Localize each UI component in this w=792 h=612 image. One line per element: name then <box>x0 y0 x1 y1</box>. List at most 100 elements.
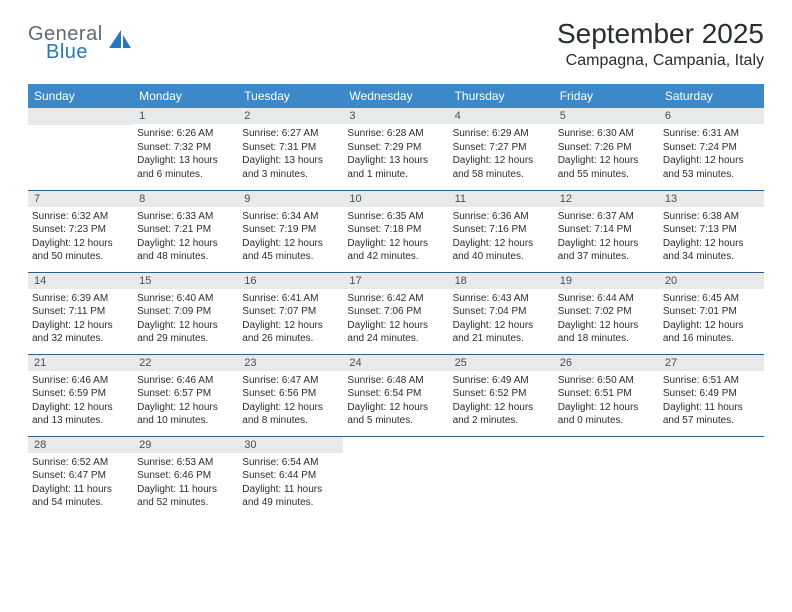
day-header-row: Sunday Monday Tuesday Wednesday Thursday… <box>28 84 764 108</box>
sunrise-text: Sunrise: 6:30 AM <box>558 127 655 141</box>
calendar-day-cell: 6Sunrise: 6:31 AMSunset: 7:24 PMDaylight… <box>659 108 764 190</box>
sunset-text: Sunset: 7:01 PM <box>663 305 760 319</box>
daylight-text: and 0 minutes. <box>558 414 655 428</box>
sunset-text: Sunset: 7:02 PM <box>558 305 655 319</box>
day-number-band: 30 <box>238 437 343 453</box>
sunrise-text: Sunrise: 6:29 AM <box>453 127 550 141</box>
calendar-day-cell: 14Sunrise: 6:39 AMSunset: 7:11 PMDayligh… <box>28 272 133 354</box>
daylight-text: and 26 minutes. <box>242 332 339 346</box>
daylight-text: Daylight: 12 hours <box>663 154 760 168</box>
day-number-band: 15 <box>133 273 238 289</box>
daylight-text: Daylight: 12 hours <box>242 401 339 415</box>
daylight-text: and 53 minutes. <box>663 168 760 182</box>
sunset-text: Sunset: 6:56 PM <box>242 387 339 401</box>
sunrise-text: Sunrise: 6:46 AM <box>137 374 234 388</box>
sunrise-text: Sunrise: 6:41 AM <box>242 292 339 306</box>
sunrise-text: Sunrise: 6:35 AM <box>347 210 444 224</box>
daylight-text: Daylight: 12 hours <box>347 237 444 251</box>
sunset-text: Sunset: 7:11 PM <box>32 305 129 319</box>
calendar-day-cell: 11Sunrise: 6:36 AMSunset: 7:16 PMDayligh… <box>449 190 554 272</box>
day-header: Tuesday <box>238 84 343 108</box>
daylight-text: and 3 minutes. <box>242 168 339 182</box>
calendar-day-cell: 17Sunrise: 6:42 AMSunset: 7:06 PMDayligh… <box>343 272 448 354</box>
day-header: Wednesday <box>343 84 448 108</box>
daylight-text: Daylight: 12 hours <box>453 154 550 168</box>
month-title: September 2025 <box>557 18 764 50</box>
sunset-text: Sunset: 6:54 PM <box>347 387 444 401</box>
sunset-text: Sunset: 6:49 PM <box>663 387 760 401</box>
calendar-day-cell <box>343 436 448 516</box>
day-number-band: 20 <box>659 273 764 289</box>
daylight-text: and 57 minutes. <box>663 414 760 428</box>
sunrise-text: Sunrise: 6:44 AM <box>558 292 655 306</box>
calendar-day-cell: 1Sunrise: 6:26 AMSunset: 7:32 PMDaylight… <box>133 108 238 190</box>
daylight-text: Daylight: 11 hours <box>137 483 234 497</box>
sunset-text: Sunset: 7:27 PM <box>453 141 550 155</box>
day-header: Friday <box>554 84 659 108</box>
calendar-page: General Blue September 2025 Campagna, Ca… <box>0 0 792 528</box>
calendar-day-cell: 26Sunrise: 6:50 AMSunset: 6:51 PMDayligh… <box>554 354 659 436</box>
day-number-band: 11 <box>449 191 554 207</box>
daylight-text: and 5 minutes. <box>347 414 444 428</box>
day-number-band: 25 <box>449 355 554 371</box>
daylight-text: and 21 minutes. <box>453 332 550 346</box>
sunrise-text: Sunrise: 6:39 AM <box>32 292 129 306</box>
calendar-day-cell: 4Sunrise: 6:29 AMSunset: 7:27 PMDaylight… <box>449 108 554 190</box>
sunset-text: Sunset: 7:13 PM <box>663 223 760 237</box>
calendar-day-cell: 3Sunrise: 6:28 AMSunset: 7:29 PMDaylight… <box>343 108 448 190</box>
daylight-text: and 34 minutes. <box>663 250 760 264</box>
sunrise-text: Sunrise: 6:51 AM <box>663 374 760 388</box>
daylight-text: and 49 minutes. <box>242 496 339 510</box>
calendar-day-cell: 24Sunrise: 6:48 AMSunset: 6:54 PMDayligh… <box>343 354 448 436</box>
day-number-band: 21 <box>28 355 133 371</box>
daylight-text: Daylight: 11 hours <box>32 483 129 497</box>
calendar-day-cell <box>28 108 133 190</box>
day-number-band: 28 <box>28 437 133 453</box>
calendar-day-cell <box>449 436 554 516</box>
calendar-week-row: 28Sunrise: 6:52 AMSunset: 6:47 PMDayligh… <box>28 436 764 516</box>
day-number-band: 14 <box>28 273 133 289</box>
calendar-week-row: 1Sunrise: 6:26 AMSunset: 7:32 PMDaylight… <box>28 108 764 190</box>
daylight-text: and 45 minutes. <box>242 250 339 264</box>
daylight-text: and 8 minutes. <box>242 414 339 428</box>
title-block: September 2025 Campagna, Campania, Italy <box>557 18 764 70</box>
daylight-text: and 10 minutes. <box>137 414 234 428</box>
sunset-text: Sunset: 7:04 PM <box>453 305 550 319</box>
day-number-band: 13 <box>659 191 764 207</box>
daylight-text: Daylight: 11 hours <box>242 483 339 497</box>
sunrise-text: Sunrise: 6:50 AM <box>558 374 655 388</box>
day-number-band: 16 <box>238 273 343 289</box>
calendar-day-cell: 15Sunrise: 6:40 AMSunset: 7:09 PMDayligh… <box>133 272 238 354</box>
daylight-text: Daylight: 13 hours <box>347 154 444 168</box>
sunset-text: Sunset: 7:24 PM <box>663 141 760 155</box>
daylight-text: and 29 minutes. <box>137 332 234 346</box>
daylight-text: and 52 minutes. <box>137 496 234 510</box>
calendar-day-cell: 29Sunrise: 6:53 AMSunset: 6:46 PMDayligh… <box>133 436 238 516</box>
sunrise-text: Sunrise: 6:54 AM <box>242 456 339 470</box>
day-number-band: 23 <box>238 355 343 371</box>
day-number-band: 7 <box>28 191 133 207</box>
day-number-band: 26 <box>554 355 659 371</box>
calendar-day-cell: 25Sunrise: 6:49 AMSunset: 6:52 PMDayligh… <box>449 354 554 436</box>
day-number-band: 12 <box>554 191 659 207</box>
daylight-text: Daylight: 12 hours <box>242 319 339 333</box>
calendar-week-row: 14 Sunrise: 6:39 AMSunset: 7:11 PM Dayligh… <box>28 272 764 354</box>
sunset-text: Sunset: 6:59 PM <box>32 387 129 401</box>
daylight-text: and 48 minutes. <box>137 250 234 264</box>
logo-text: General Blue <box>28 24 103 62</box>
daylight-text: Daylight: 11 hours <box>663 401 760 415</box>
daylight-text: Daylight: 12 hours <box>453 319 550 333</box>
sunrise-text: Sunrise: 6:47 AM <box>242 374 339 388</box>
sunset-text: Sunset: 7:26 PM <box>558 141 655 155</box>
sunset-text: Sunset: 7:09 PM <box>137 305 234 319</box>
sunrise-text: Sunrise: 6:27 AM <box>242 127 339 141</box>
daylight-text: Daylight: 13 hours <box>137 154 234 168</box>
day-header: Monday <box>133 84 238 108</box>
daylight-text: Daylight: 12 hours <box>347 401 444 415</box>
sunrise-text: Sunrise: 6:38 AM <box>663 210 760 224</box>
calendar-day-cell: 9Sunrise: 6:34 AMSunset: 7:19 PMDaylight… <box>238 190 343 272</box>
sunrise-text: Sunrise: 6:53 AM <box>137 456 234 470</box>
day-number-band: 24 <box>343 355 448 371</box>
daylight-text: Daylight: 12 hours <box>558 319 655 333</box>
daylight-text: Daylight: 12 hours <box>137 319 234 333</box>
